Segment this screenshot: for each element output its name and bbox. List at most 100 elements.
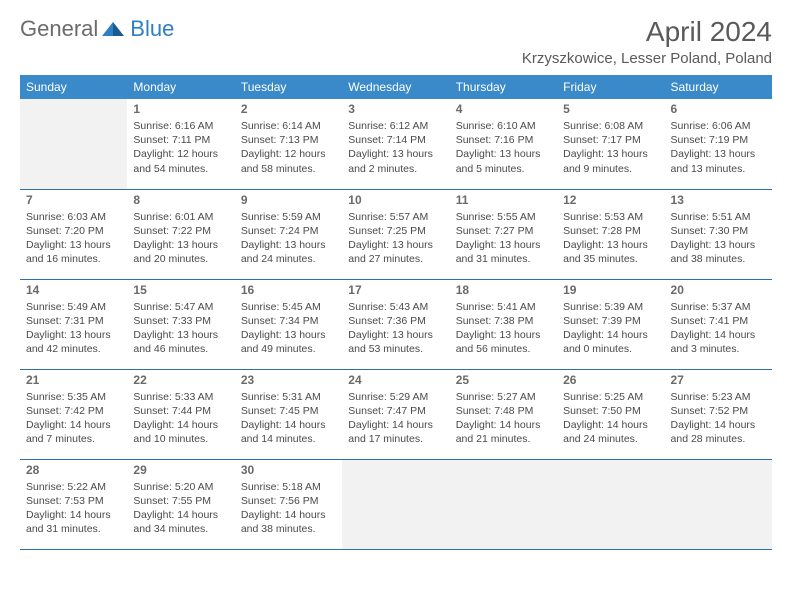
calendar-day-cell: 7 Sunrise: 6:03 AMSunset: 7:20 PMDaylight…: [20, 189, 127, 279]
weekday-header: Sunday: [20, 75, 127, 99]
calendar-day-cell: 26Sunrise: 5:25 AMSunset: 7:50 PMDayligh…: [557, 369, 664, 459]
day-number: 8: [133, 193, 228, 207]
day-info: Sunrise: 5:51 AMSunset: 7:30 PMDaylight:…: [671, 210, 766, 267]
calendar-week-row: 7 Sunrise: 6:03 AMSunset: 7:20 PMDaylight…: [20, 189, 772, 279]
weekday-header: Tuesday: [235, 75, 342, 99]
calendar-day-cell: 9 Sunrise: 5:59 AMSunset: 7:24 PMDaylight…: [235, 189, 342, 279]
day-info: Sunrise: 5:39 AMSunset: 7:39 PMDaylight:…: [563, 300, 658, 357]
calendar-day-cell: 20Sunrise: 5:37 AMSunset: 7:41 PMDayligh…: [665, 279, 772, 369]
day-number: 10: [348, 193, 443, 207]
day-info: Sunrise: 6:12 AMSunset: 7:14 PMDaylight:…: [348, 119, 443, 176]
calendar-day-cell: 10 Sunrise: 5:57 AMSunset: 7:25 PMDayligh…: [342, 189, 449, 279]
day-number: 5: [563, 102, 658, 116]
calendar-day-cell: 16 Sunrise: 5:45 AMSunset: 7:34 PMDayligh…: [235, 279, 342, 369]
day-number: 11: [456, 193, 551, 207]
weekday-header-row: SundayMondayTuesdayWednesdayThursdayFrid…: [20, 75, 772, 99]
weekday-header: Monday: [127, 75, 234, 99]
day-number: 2: [241, 102, 336, 116]
calendar-day-cell: [20, 99, 127, 189]
day-number: 17: [348, 283, 443, 297]
calendar-table: SundayMondayTuesdayWednesdayThursdayFrid…: [20, 75, 772, 550]
day-info: Sunrise: 6:16 AMSunset: 7:11 PMDaylight:…: [133, 119, 228, 176]
day-info: Sunrise: 5:35 AMSunset: 7:42 PMDaylight:…: [26, 390, 121, 447]
day-number: 9: [241, 193, 336, 207]
calendar-day-cell: 23Sunrise: 5:31 AMSunset: 7:45 PMDayligh…: [235, 369, 342, 459]
calendar-day-cell: 25 Sunrise: 5:27 AMSunset: 7:48 PMDayligh…: [450, 369, 557, 459]
day-number: 21: [26, 373, 121, 387]
day-info: Sunrise: 5:29 AMSunset: 7:47 PMDaylight:…: [348, 390, 443, 447]
calendar-day-cell: 21 Sunrise: 5:35 AMSunset: 7:42 PMDayligh…: [20, 369, 127, 459]
day-number: 1: [133, 102, 228, 116]
day-info: Sunrise: 6:06 AMSunset: 7:19 PMDaylight:…: [671, 119, 766, 176]
day-number: 25: [456, 373, 551, 387]
weekday-header: Thursday: [450, 75, 557, 99]
day-info: Sunrise: 5:23 AMSunset: 7:52 PMDaylight:…: [671, 390, 766, 447]
day-number: 19: [563, 283, 658, 297]
day-info: Sunrise: 6:14 AMSunset: 7:13 PMDaylight:…: [241, 119, 336, 176]
header: General Blue April 2024 Krzyszkowice, Le…: [20, 16, 772, 67]
calendar-week-row: 1 Sunrise: 6:16 AMSunset: 7:11 PMDaylight…: [20, 99, 772, 189]
day-info: Sunrise: 5:18 AMSunset: 7:56 PMDaylight:…: [241, 480, 336, 537]
calendar-day-cell: 8 Sunrise: 6:01 AMSunset: 7:22 PMDaylight…: [127, 189, 234, 279]
day-info: Sunrise: 6:01 AMSunset: 7:22 PMDaylight:…: [133, 210, 228, 267]
calendar-day-cell: 15Sunrise: 5:47 AMSunset: 7:33 PMDayligh…: [127, 279, 234, 369]
calendar-day-cell: [665, 459, 772, 549]
calendar-day-cell: 1 Sunrise: 6:16 AMSunset: 7:11 PMDaylight…: [127, 99, 234, 189]
day-number: 24: [348, 373, 443, 387]
day-number: 3: [348, 102, 443, 116]
day-number: 18: [456, 283, 551, 297]
calendar-day-cell: 13 Sunrise: 5:51 AMSunset: 7:30 PMDayligh…: [665, 189, 772, 279]
calendar-body: 1 Sunrise: 6:16 AMSunset: 7:11 PMDaylight…: [20, 99, 772, 549]
day-number: 23: [241, 373, 336, 387]
calendar-day-cell: 5 Sunrise: 6:08 AMSunset: 7:17 PMDaylight…: [557, 99, 664, 189]
day-number: 29: [133, 463, 228, 477]
day-number: 26: [563, 373, 658, 387]
day-info: Sunrise: 5:47 AMSunset: 7:33 PMDaylight:…: [133, 300, 228, 357]
calendar-week-row: 28Sunrise: 5:22 AMSunset: 7:53 PMDayligh…: [20, 459, 772, 549]
day-info: Sunrise: 5:43 AMSunset: 7:36 PMDaylight:…: [348, 300, 443, 357]
weekday-header: Saturday: [665, 75, 772, 99]
brand-logo: General Blue: [20, 16, 174, 42]
day-info: Sunrise: 5:57 AMSunset: 7:25 PMDaylight:…: [348, 210, 443, 267]
brand-triangle-icon: [102, 20, 124, 39]
calendar-day-cell: 30Sunrise: 5:18 AMSunset: 7:56 PMDayligh…: [235, 459, 342, 549]
brand-part2: Blue: [130, 16, 174, 42]
day-info: Sunrise: 5:53 AMSunset: 7:28 PMDaylight:…: [563, 210, 658, 267]
calendar-day-cell: 22 Sunrise: 5:33 AMSunset: 7:44 PMDayligh…: [127, 369, 234, 459]
calendar-day-cell: 6 Sunrise: 6:06 AMSunset: 7:19 PMDaylight…: [665, 99, 772, 189]
day-number: 13: [671, 193, 766, 207]
day-number: 7: [26, 193, 121, 207]
day-number: 16: [241, 283, 336, 297]
calendar-day-cell: 27Sunrise: 5:23 AMSunset: 7:52 PMDayligh…: [665, 369, 772, 459]
brand-part1: General: [20, 16, 98, 42]
day-info: Sunrise: 5:27 AMSunset: 7:48 PMDaylight:…: [456, 390, 551, 447]
day-info: Sunrise: 5:20 AMSunset: 7:55 PMDaylight:…: [133, 480, 228, 537]
calendar-day-cell: 12 Sunrise: 5:53 AMSunset: 7:28 PMDayligh…: [557, 189, 664, 279]
day-info: Sunrise: 6:03 AMSunset: 7:20 PMDaylight:…: [26, 210, 121, 267]
title-block: April 2024 Krzyszkowice, Lesser Poland, …: [522, 16, 772, 67]
calendar-day-cell: [557, 459, 664, 549]
calendar-day-cell: 18Sunrise: 5:41 AMSunset: 7:38 PMDayligh…: [450, 279, 557, 369]
calendar-day-cell: 24 Sunrise: 5:29 AMSunset: 7:47 PMDayligh…: [342, 369, 449, 459]
calendar-day-cell: 4 Sunrise: 6:10 AMSunset: 7:16 PMDaylight…: [450, 99, 557, 189]
calendar-day-cell: 2 Sunrise: 6:14 AMSunset: 7:13 PMDaylight…: [235, 99, 342, 189]
day-info: Sunrise: 6:10 AMSunset: 7:16 PMDaylight:…: [456, 119, 551, 176]
day-info: Sunrise: 5:59 AMSunset: 7:24 PMDaylight:…: [241, 210, 336, 267]
day-info: Sunrise: 5:49 AMSunset: 7:31 PMDaylight:…: [26, 300, 121, 357]
day-info: Sunrise: 5:22 AMSunset: 7:53 PMDaylight:…: [26, 480, 121, 537]
calendar-day-cell: 11 Sunrise: 5:55 AMSunset: 7:27 PMDayligh…: [450, 189, 557, 279]
day-number: 22: [133, 373, 228, 387]
calendar-day-cell: 19 Sunrise: 5:39 AMSunset: 7:39 PMDayligh…: [557, 279, 664, 369]
calendar-week-row: 14 Sunrise: 5:49 AMSunset: 7:31 PMDayligh…: [20, 279, 772, 369]
calendar-day-cell: 17 Sunrise: 5:43 AMSunset: 7:36 PMDayligh…: [342, 279, 449, 369]
day-number: 4: [456, 102, 551, 116]
calendar-day-cell: 29 Sunrise: 5:20 AMSunset: 7:55 PMDayligh…: [127, 459, 234, 549]
day-number: 12: [563, 193, 658, 207]
day-info: Sunrise: 6:08 AMSunset: 7:17 PMDaylight:…: [563, 119, 658, 176]
day-info: Sunrise: 5:55 AMSunset: 7:27 PMDaylight:…: [456, 210, 551, 267]
day-info: Sunrise: 5:33 AMSunset: 7:44 PMDaylight:…: [133, 390, 228, 447]
day-number: 14: [26, 283, 121, 297]
day-number: 6: [671, 102, 766, 116]
day-info: Sunrise: 5:45 AMSunset: 7:34 PMDaylight:…: [241, 300, 336, 357]
page-title: April 2024: [522, 16, 772, 48]
